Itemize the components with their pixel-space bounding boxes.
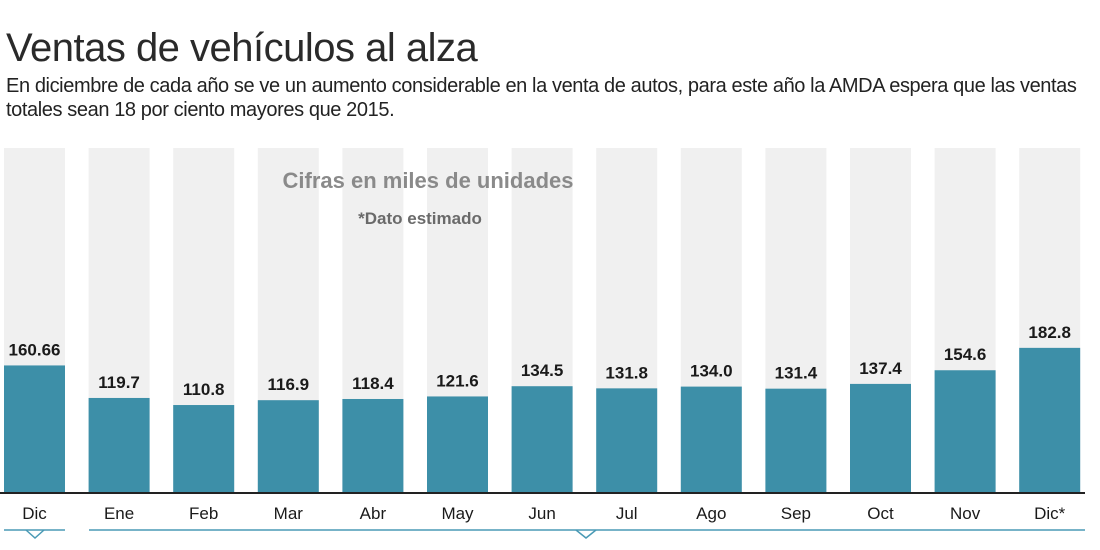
bar-nov [934, 370, 996, 493]
category-label: Feb [189, 504, 218, 523]
bar-sep [765, 388, 827, 493]
value-label: 119.7 [98, 373, 140, 392]
bar-oct [850, 383, 911, 493]
bar-ene [88, 397, 150, 493]
category-label: Dic [22, 504, 47, 523]
value-label: 131.8 [605, 363, 648, 382]
category-label: Sep [781, 504, 811, 523]
value-label: 134.5 [521, 361, 564, 380]
estimate-note: *Dato estimado [358, 209, 482, 228]
bar-ago [680, 386, 742, 493]
bar-may [427, 396, 488, 493]
value-label: 137.4 [859, 359, 902, 378]
category-labels: Dic Ene Feb Mar Abr May Jun Jul Ago Sep Oct Nov Dic* [22, 504, 1065, 523]
chart-title: Ventas de vehículos al alza [6, 26, 478, 70]
bar-abr [342, 398, 404, 493]
value-label: 116.9 [267, 375, 309, 394]
value-label: 110.8 [183, 380, 225, 399]
category-label: Oct [867, 504, 894, 523]
bar-feb [173, 405, 235, 493]
category-label: May [441, 504, 474, 523]
value-label: 182.8 [1028, 323, 1071, 342]
units-note: Cifras en miles de unidades [283, 168, 574, 193]
category-label: Ago [696, 504, 726, 523]
year-brackets [4, 529, 1085, 540]
value-label: 154.6 [944, 345, 987, 364]
bar-dic [4, 365, 65, 493]
category-label: Dic* [1034, 504, 1066, 523]
category-label: Mar [274, 504, 304, 523]
bar-mar [257, 400, 319, 493]
value-label: 160.66 [9, 340, 61, 359]
bar-jul [596, 388, 658, 493]
bracket-2016-pointer [575, 529, 597, 539]
value-labels: 160.66 119.7 110.8 116.9 118.4 121.6 134.5 131.… [9, 323, 1071, 399]
bars [4, 347, 1081, 493]
category-label: Ene [104, 504, 134, 523]
value-label: 121.6 [436, 371, 479, 390]
category-label: Jun [528, 504, 555, 523]
value-label: 118.4 [352, 374, 394, 393]
value-label: 134.0 [690, 362, 733, 381]
category-label: Nov [950, 504, 981, 523]
chart-subtitle: En diciembre de cada año se ve un aument… [6, 75, 1077, 121]
value-label: 131.4 [775, 364, 818, 383]
bar-jun [511, 386, 573, 493]
bracket-2015-pointer [25, 529, 45, 540]
category-label: Abr [360, 504, 387, 523]
category-label: Jul [616, 504, 638, 523]
bar-dic-est [1019, 347, 1081, 493]
